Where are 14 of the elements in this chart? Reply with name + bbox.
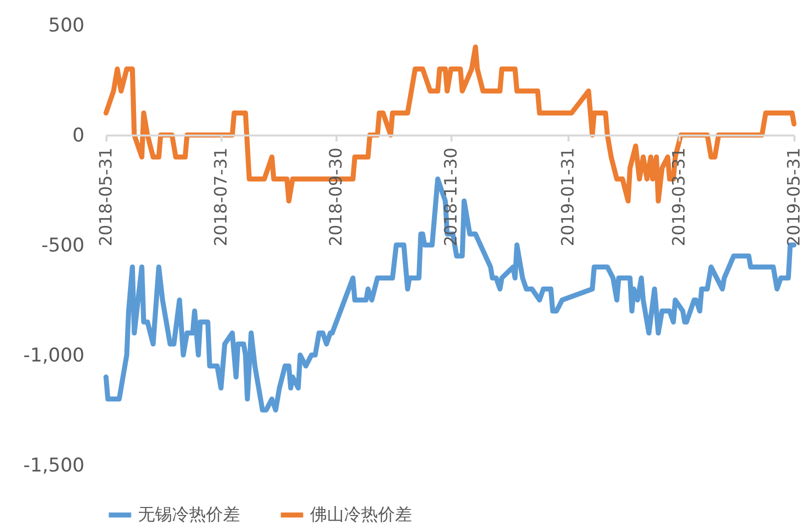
y-tick-label: 500 [48,14,84,36]
y-tick-label: 0 [72,124,84,146]
x-tick-label: 2019-01-31 [558,148,578,246]
x-tick-label: 2018-11-30 [441,148,462,246]
legend-label: 佛山冷热价差 [310,505,412,525]
x-tick-label: 2019-05-31 [784,148,802,246]
x-tick-label: 2019-03-31 [670,148,690,246]
x-tick-label: 2018-07-31 [211,148,232,246]
y-tick-label: -1,000 [23,344,84,366]
y-tick-label: -1,500 [23,454,84,476]
legend-label: 无锡冷热价差 [138,505,240,525]
x-tick-label: 2018-05-31 [96,148,116,246]
x-tick-label: 2018-09-30 [326,148,346,246]
y-tick-label: -500 [41,234,84,256]
